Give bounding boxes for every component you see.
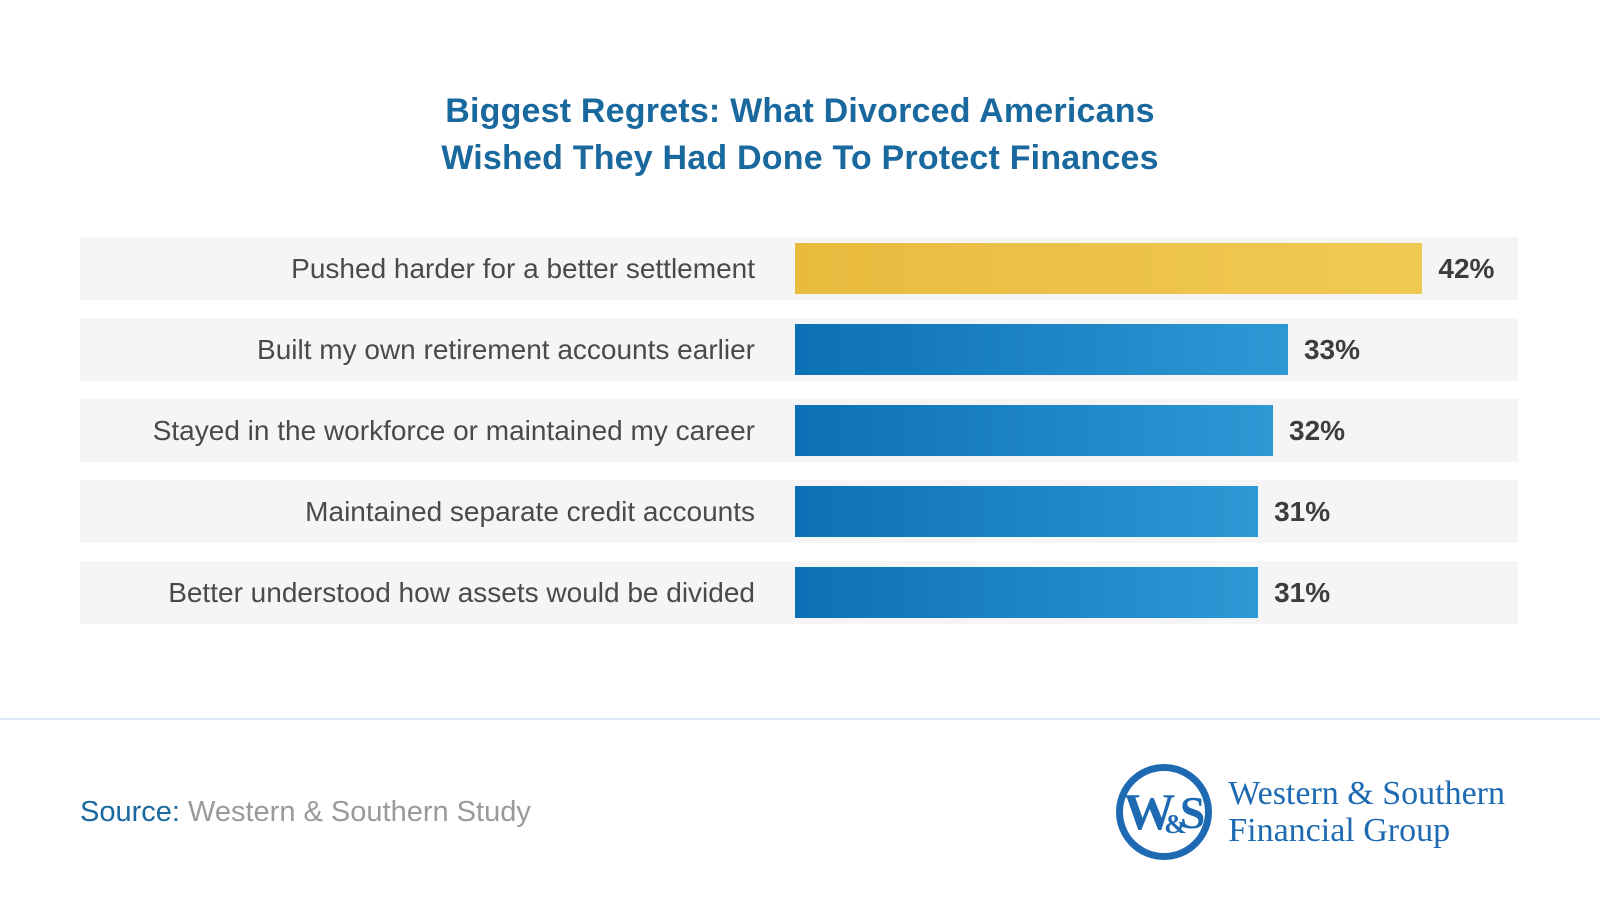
source-text: Western & Southern Study <box>188 795 531 828</box>
bar-value: 31% <box>1274 495 1331 527</box>
bar-label: Stayed in the workforce or maintained my… <box>152 415 755 446</box>
bar-track: 31% <box>795 561 1518 624</box>
chart-title: Biggest Regrets: What Divorced Americans… <box>0 88 1600 182</box>
bar-track: 31% <box>795 480 1518 543</box>
logo-name-line2: Financial Group <box>1228 812 1451 849</box>
chart-title-line1: Biggest Regrets: What Divorced Americans <box>445 92 1155 130</box>
bar-track: 42% <box>795 237 1518 300</box>
divider-line <box>0 718 1600 720</box>
bar-track: 33% <box>795 318 1518 381</box>
ws-monogram-icon: W & S <box>1116 764 1213 860</box>
bar <box>795 324 1288 375</box>
chart-title-line2: Wished They Had Done To Protect Finances <box>441 139 1159 177</box>
monogram-s: S <box>1179 786 1206 838</box>
monogram-ampersand: & <box>1164 808 1187 839</box>
logo-name: Western & Southern Financial Group <box>1228 775 1505 849</box>
bar-track: 32% <box>795 399 1518 462</box>
bar-value: 42% <box>1438 252 1495 284</box>
bar-chart: Pushed harder for a better settlement 42… <box>80 237 1518 624</box>
bar-row-workforce: Stayed in the workforce or maintained my… <box>80 399 1518 462</box>
bar <box>795 567 1259 618</box>
bar-value: 31% <box>1274 576 1331 608</box>
bar-row-retirement: Built my own retirement accounts earlier… <box>80 318 1518 381</box>
footer: Source: Western & Southern Study W & S W… <box>0 752 1600 872</box>
bar-row-assets: Better understood how assets would be di… <box>80 561 1518 624</box>
bar-value: 33% <box>1303 333 1360 365</box>
western-southern-logo: W & S Western & Southern Financial Group <box>1116 764 1505 860</box>
source-line: Source: Western & Southern Study <box>80 796 531 829</box>
bar-label: Built my own retirement accounts earlier <box>257 334 755 365</box>
monogram-w: W <box>1123 783 1175 841</box>
bar-row-credit: Maintained separate credit accounts 31% <box>80 480 1518 543</box>
bar-label: Better understood how assets would be di… <box>168 577 755 608</box>
bar <box>795 486 1259 537</box>
bar-row-settlement: Pushed harder for a better settlement 42… <box>80 237 1518 300</box>
bar <box>795 243 1423 294</box>
logo-name-line1: Western & Southern <box>1228 775 1505 812</box>
bar-label: Pushed harder for a better settlement <box>291 253 755 284</box>
bar-label: Maintained separate credit accounts <box>305 496 755 527</box>
bar <box>795 405 1274 456</box>
bar-value: 32% <box>1289 414 1346 446</box>
source-label: Source: <box>80 795 180 828</box>
